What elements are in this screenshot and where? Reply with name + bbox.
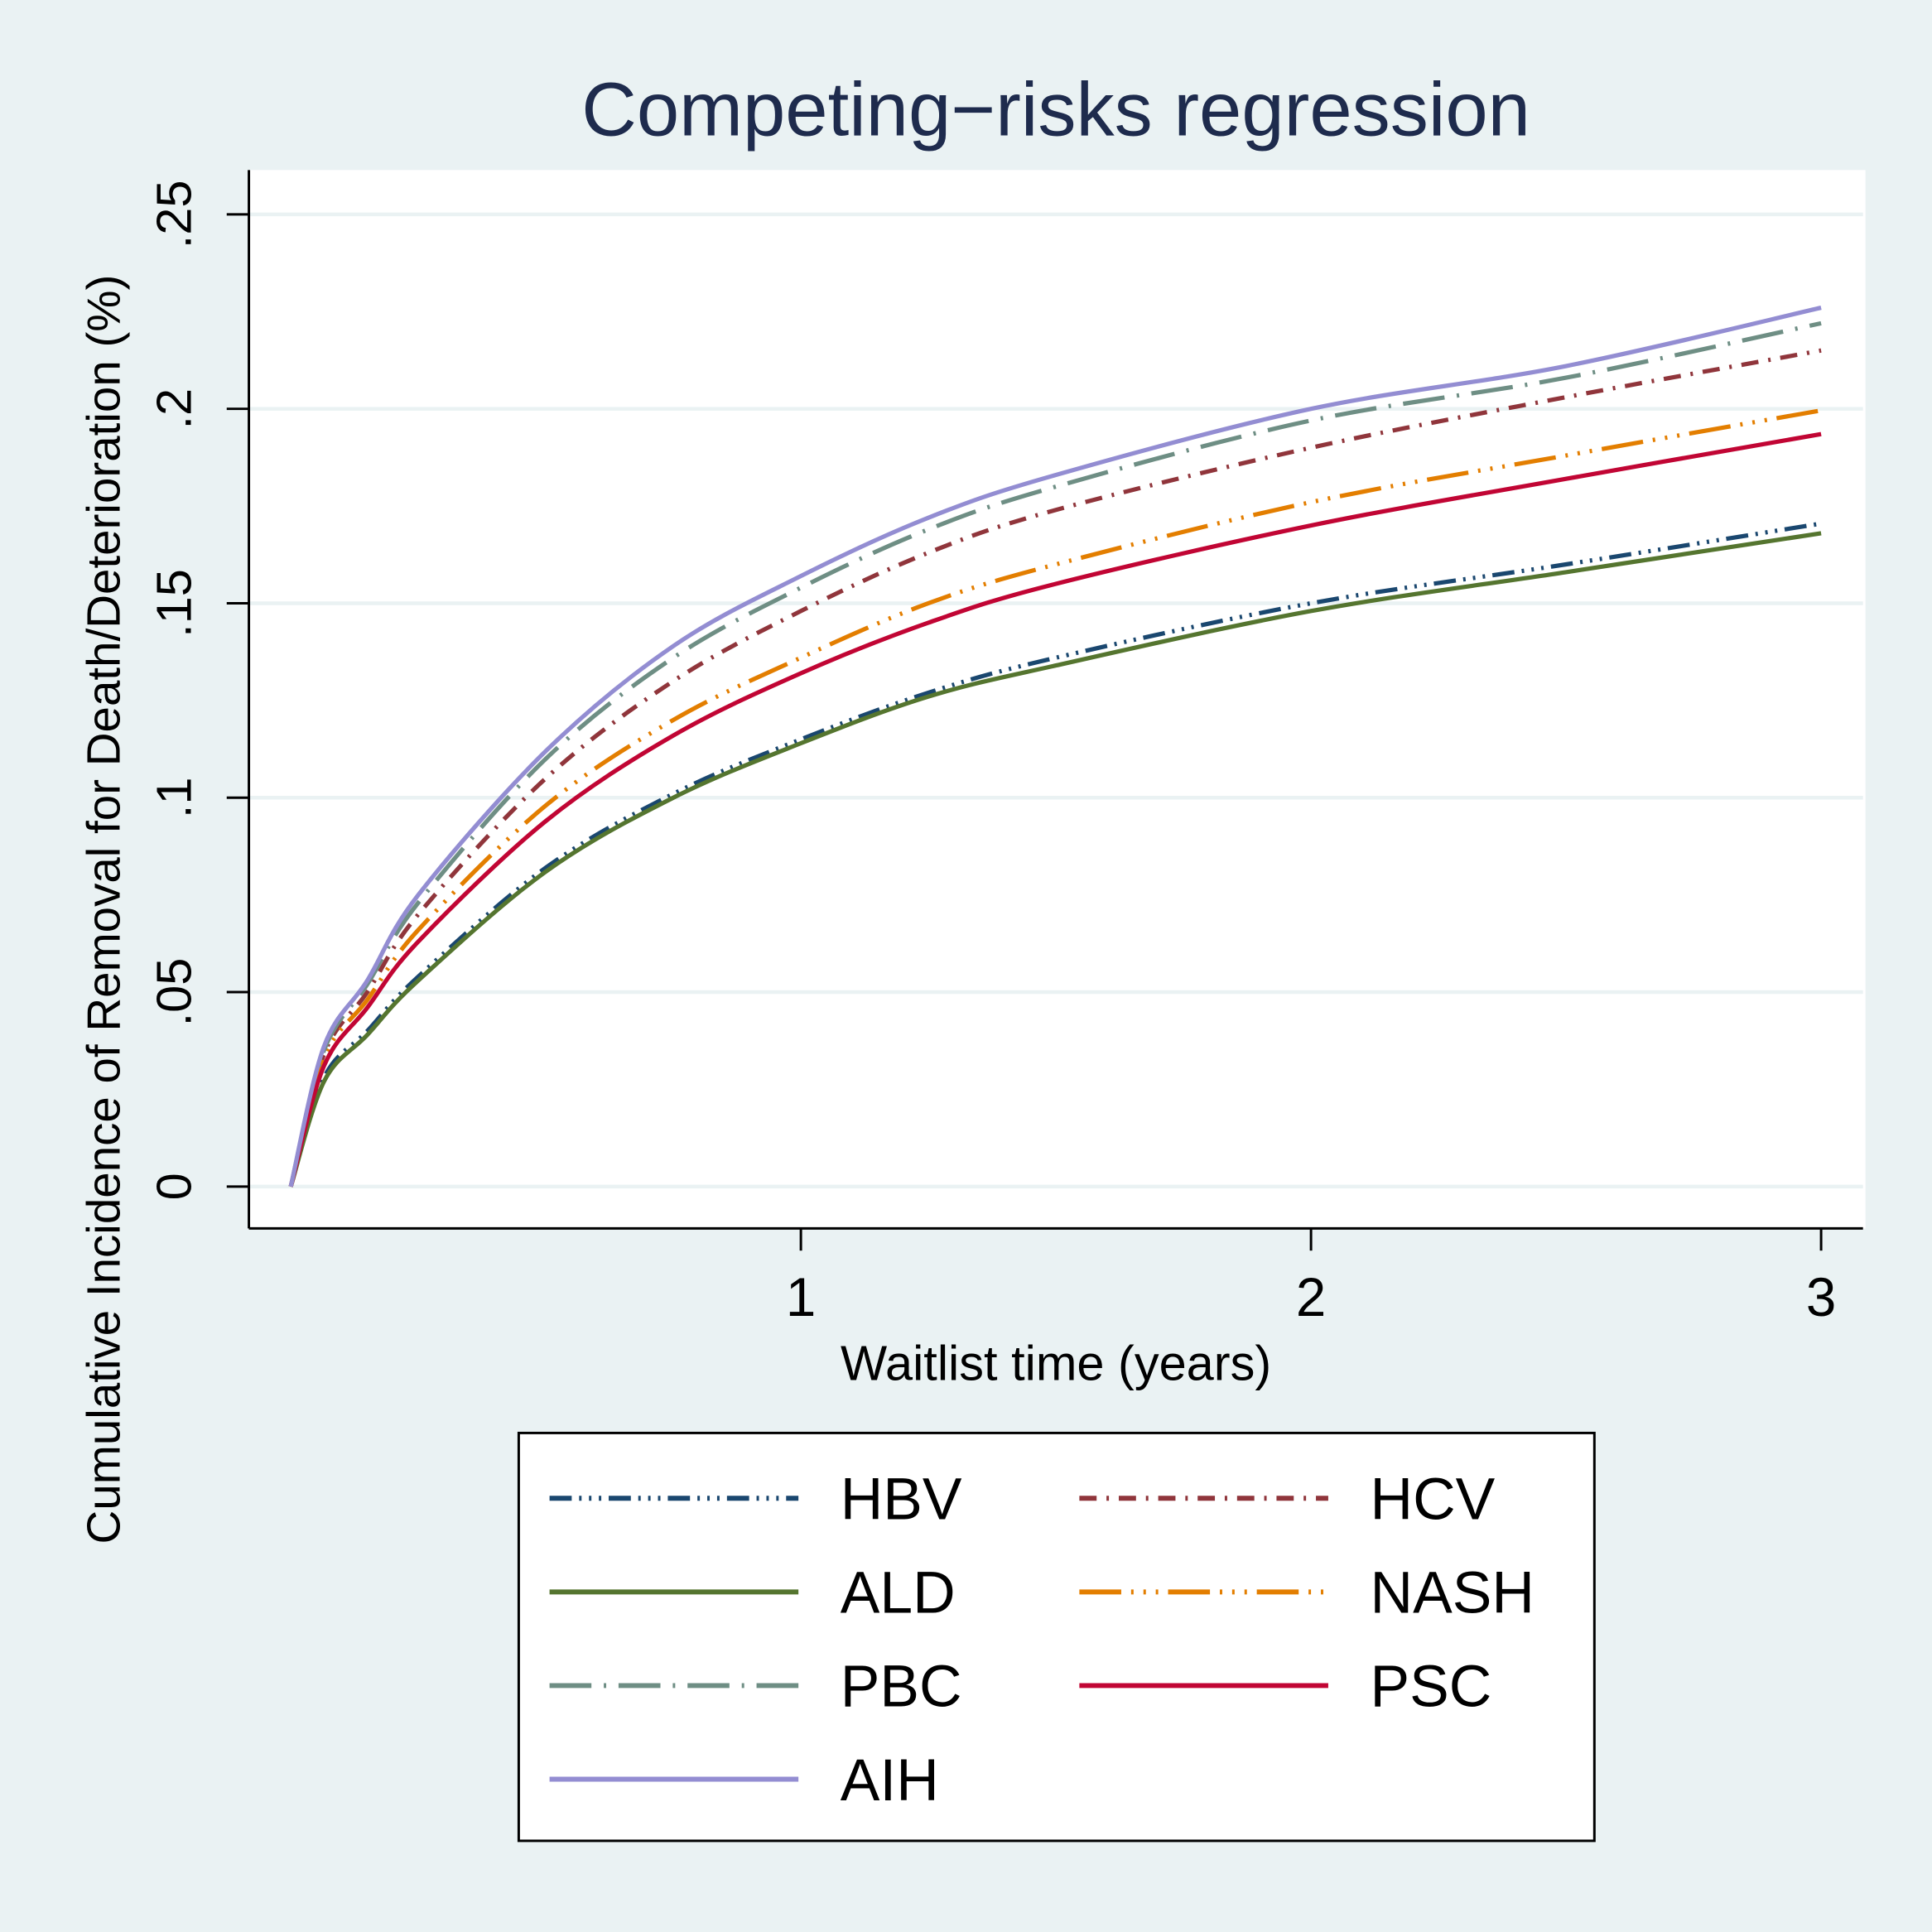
x-tick-label: 2 <box>1296 1267 1326 1327</box>
series-line-psc <box>288 431 1822 1188</box>
plot-area <box>248 170 1866 1229</box>
series-line-hbv <box>288 521 1822 1188</box>
y-tick-label: .25 <box>147 181 202 249</box>
series-line-hcv <box>288 348 1822 1188</box>
y-tick-label: .1 <box>147 777 202 818</box>
legend <box>517 1431 1596 1843</box>
legend-label: ALD <box>841 1560 956 1626</box>
x-axis-label: Waitlist time (years) <box>841 1335 1271 1390</box>
series-line-ald <box>288 531 1822 1188</box>
x-tick-label: 3 <box>1806 1267 1836 1327</box>
legend-label: HBV <box>841 1467 962 1533</box>
y-axis-label: Cumulative Incidence of Removal for Deat… <box>77 275 129 1544</box>
series-line-nash <box>288 407 1822 1188</box>
y-tick-label: .2 <box>147 388 202 430</box>
y-tick-label: .05 <box>147 958 202 1027</box>
legend-label: HCV <box>1371 1467 1496 1533</box>
legend-label: NASH <box>1371 1560 1535 1626</box>
chart-title: Competing−risks regression <box>581 66 1530 152</box>
y-tick-label: .15 <box>147 569 202 638</box>
series-line-aih <box>288 306 1822 1188</box>
legend-label: PSC <box>1371 1654 1492 1720</box>
x-tick-label: 1 <box>786 1267 816 1327</box>
y-tick-label: 0 <box>147 1173 202 1200</box>
legend-label: AIH <box>841 1747 939 1814</box>
legend-label: PBC <box>841 1654 962 1720</box>
